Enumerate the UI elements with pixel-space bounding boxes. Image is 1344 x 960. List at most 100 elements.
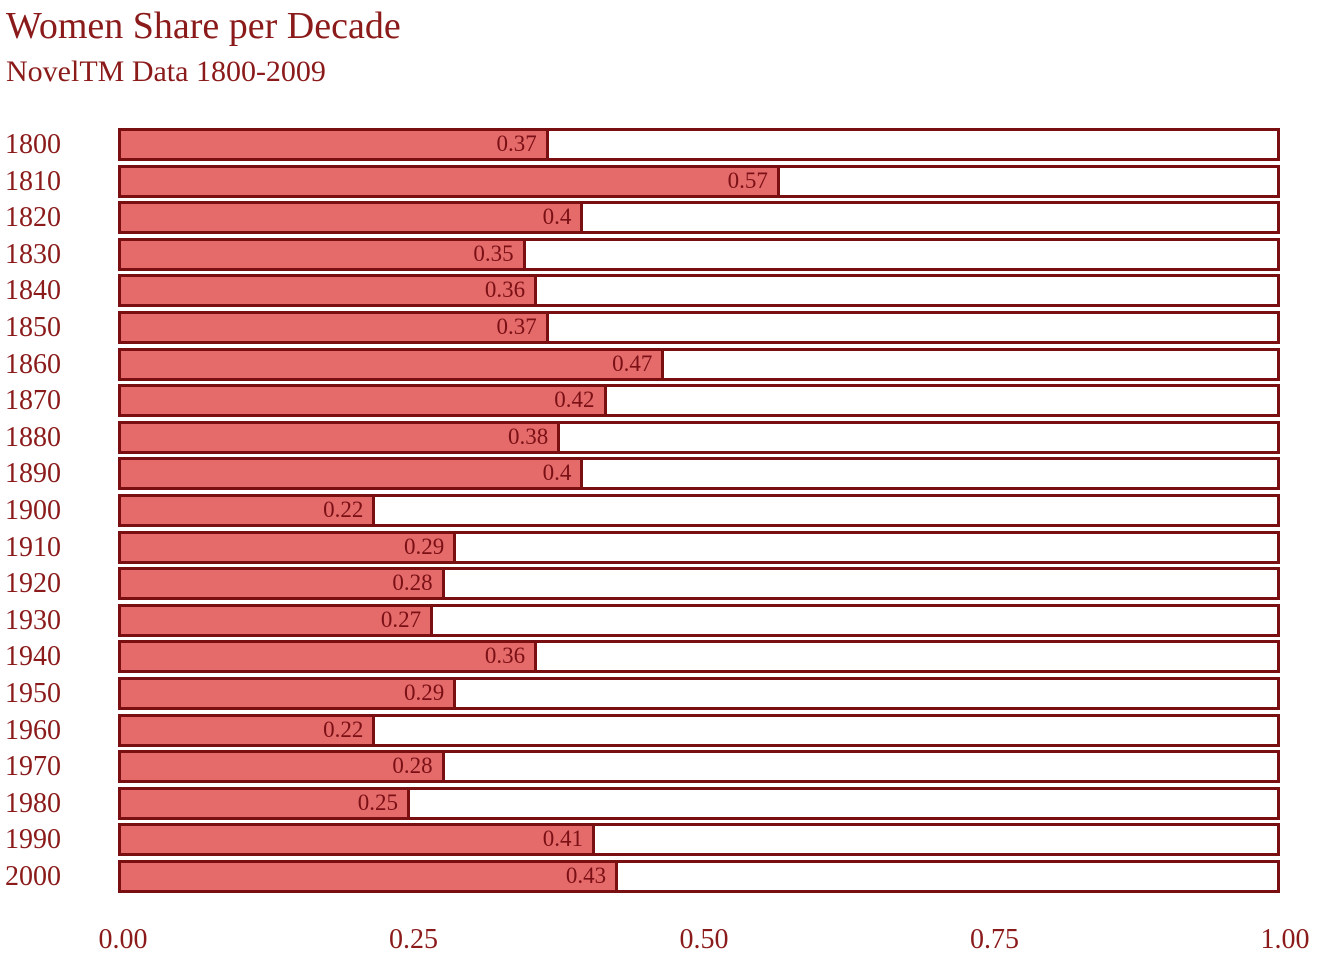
- bar: 0.4: [121, 204, 584, 232]
- bar-row: 1940 0.36: [0, 640, 1344, 674]
- y-axis-tick-label: 1950: [5, 677, 61, 709]
- x-axis: 0.00 0.25 0.50 0.75 1.00: [0, 924, 1344, 960]
- y-axis-tick-label: 1970: [5, 751, 61, 783]
- y-axis-tick-label: 1960: [5, 714, 61, 746]
- bar-value-label: 0.37: [496, 131, 537, 156]
- bar: 0.22: [121, 496, 376, 524]
- bar-row: 1860 0.47: [0, 347, 1344, 381]
- bar: 0.27: [121, 606, 434, 634]
- bar: 0.47: [121, 350, 665, 378]
- bar-value-label: 0.41: [542, 826, 583, 852]
- x-axis-tick-label: 0.25: [389, 924, 438, 955]
- bar-value-label: 0.25: [357, 789, 398, 815]
- y-axis-tick-label: 1900: [5, 494, 61, 526]
- y-axis-tick-label: 1830: [5, 238, 61, 270]
- y-axis-tick-label: 1810: [5, 165, 61, 197]
- y-axis-tick-label: 1940: [5, 641, 61, 673]
- bar: 0.38: [121, 423, 561, 451]
- bar-track: 0.38: [118, 420, 1280, 454]
- bar: 0.42: [121, 387, 607, 415]
- bar: 0.22: [121, 716, 376, 744]
- y-axis-tick-label: 1840: [5, 275, 61, 307]
- bar: 0.36: [121, 643, 538, 671]
- bar-value-label: 0.27: [380, 606, 422, 632]
- bar-row: 1960 0.22: [0, 713, 1344, 747]
- bar-row: 1830 0.35: [0, 237, 1344, 271]
- bar-row: 1890 0.4: [0, 457, 1344, 491]
- bar-track: 0.35: [118, 237, 1280, 271]
- y-axis-tick-label: 2000: [5, 860, 61, 892]
- bar-value-label: 0.36: [484, 643, 526, 669]
- y-axis-tick-label: 1800: [5, 129, 61, 160]
- bar: 0.28: [121, 570, 445, 598]
- y-axis-tick-label: 1870: [5, 385, 61, 417]
- bar-value-label: 0.42: [554, 387, 595, 413]
- bar-row: 1870 0.42: [0, 384, 1344, 418]
- bar-track: 0.36: [118, 640, 1280, 674]
- bar: 0.35: [121, 240, 526, 268]
- y-axis-tick-label: 1930: [5, 604, 61, 636]
- bar-row: 1880 0.38: [0, 420, 1344, 454]
- bar-value-label: 0.4: [542, 204, 572, 230]
- bar-row: 1850 0.37: [0, 310, 1344, 344]
- bar: 0.29: [121, 533, 457, 561]
- bar-track: 0.43: [118, 859, 1280, 893]
- bar-value-label: 0.37: [496, 313, 537, 339]
- bar: 0.37: [121, 131, 549, 158]
- bar-track: 0.36: [118, 274, 1280, 308]
- chart-title: Women Share per Decade: [6, 5, 401, 47]
- bar-row: 1920 0.28: [0, 567, 1344, 601]
- bar-value-label: 0.22: [323, 496, 364, 522]
- bar-row: 1820 0.4: [0, 201, 1344, 235]
- bar-value-label: 0.22: [323, 716, 364, 742]
- y-axis-tick-label: 1990: [5, 824, 61, 856]
- bar-value-label: 0.35: [473, 240, 514, 266]
- x-axis-tick-label: 0.50: [679, 924, 729, 955]
- bar-row: 1950 0.29: [0, 676, 1344, 710]
- bar-row: 1990 0.41: [0, 823, 1344, 857]
- bar-row: 1800 0.37: [0, 128, 1344, 161]
- bar-row: 1930 0.27: [0, 603, 1344, 637]
- bar-row: 1810 0.57: [0, 164, 1344, 198]
- bar-row: 1840 0.36: [0, 274, 1344, 308]
- bar-value-label: 0.47: [612, 350, 653, 376]
- y-axis-tick-label: 1850: [5, 311, 61, 343]
- bar-row: 1970 0.28: [0, 750, 1344, 784]
- bar-track: 0.4: [118, 457, 1280, 491]
- bar-value-label: 0.43: [565, 862, 607, 888]
- bar-track: 0.37: [118, 128, 1280, 161]
- bar-track: 0.47: [118, 347, 1280, 381]
- bar: 0.4: [121, 460, 584, 488]
- bar-value-label: 0.57: [727, 167, 768, 193]
- y-axis-tick-label: 1890: [5, 458, 61, 490]
- bar-track: 0.29: [118, 530, 1280, 564]
- bar-track: 0.4: [118, 201, 1280, 235]
- bar: 0.37: [121, 313, 549, 341]
- bar: 0.36: [121, 277, 538, 305]
- bar-value-label: 0.29: [403, 533, 445, 559]
- y-axis-tick-label: 1820: [5, 202, 61, 234]
- y-axis-tick-label: 1920: [5, 568, 61, 600]
- bar: 0.57: [121, 167, 780, 195]
- y-axis-tick-label: 1910: [5, 531, 61, 563]
- bar-track: 0.28: [118, 567, 1280, 601]
- y-axis-tick-label: 1860: [5, 348, 61, 380]
- chart-subtitle: NovelTM Data 1800-2009: [6, 55, 326, 88]
- bar: 0.29: [121, 679, 457, 707]
- bar-row: 1980 0.25: [0, 786, 1344, 820]
- bar-row: 2000 0.43: [0, 859, 1344, 893]
- x-axis-tick-label: 1.00: [1260, 924, 1310, 955]
- bar-row: 1910 0.29: [0, 530, 1344, 564]
- bar-track: 0.22: [118, 493, 1280, 527]
- x-axis-tick-label: 0.00: [98, 924, 148, 955]
- bar: 0.28: [121, 753, 445, 781]
- bar-track: 0.22: [118, 713, 1280, 747]
- bar-track: 0.28: [118, 750, 1280, 784]
- bar-value-label: 0.29: [403, 679, 445, 705]
- bar-track: 0.41: [118, 823, 1280, 857]
- bar: 0.41: [121, 826, 595, 854]
- bar-track: 0.25: [118, 786, 1280, 820]
- bar-track: 0.57: [118, 164, 1280, 198]
- y-axis-tick-label: 1980: [5, 787, 61, 819]
- bar-value-label: 0.38: [508, 423, 549, 449]
